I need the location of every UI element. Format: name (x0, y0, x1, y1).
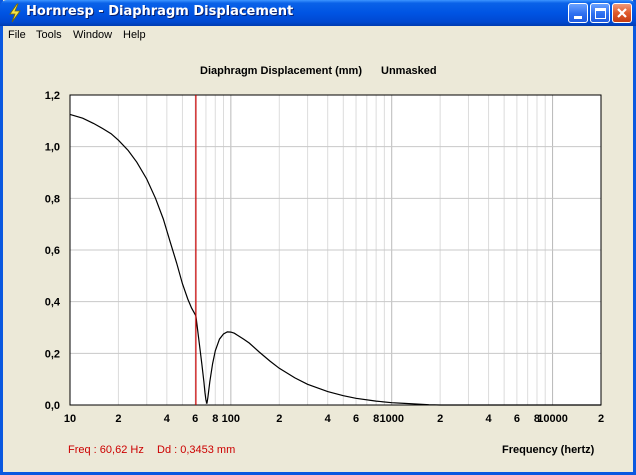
x-tick-label: 6 (514, 413, 520, 425)
x-tick-label: 10 (64, 413, 76, 425)
x-tick-label: 8 (212, 413, 218, 425)
y-tick-label: 0,4 (45, 297, 61, 309)
displacement-readout: Dd : 0,3453 mm (157, 444, 236, 456)
maximize-icon (595, 8, 606, 19)
window-title: Hornresp - Diaphragm Displacement (26, 4, 294, 19)
plot-subtitle: Unmasked (381, 65, 437, 77)
y-tick-label: 0,0 (45, 400, 60, 412)
plot-title: Diaphragm Displacement (mm) (200, 65, 362, 77)
minimize-button[interactable] (568, 3, 588, 23)
y-tick-label: 1,0 (45, 142, 60, 154)
x-tick-label: 4 (164, 413, 171, 425)
menu-tools[interactable]: Tools (36, 29, 62, 41)
x-tick-label: 2 (598, 413, 604, 425)
x-tick-label: 2 (115, 413, 121, 425)
minimize-icon (574, 16, 582, 19)
x-tick-label: 4 (486, 413, 493, 425)
menu-file[interactable]: File (8, 29, 26, 41)
x-tick-label: 10000 (537, 413, 568, 425)
menu-bar: File Tools Window Help (3, 26, 633, 45)
y-tick-label: 0,6 (45, 245, 60, 257)
x-tick-label: 100 (222, 413, 240, 425)
close-button[interactable] (612, 3, 632, 23)
y-tick-label: 0,8 (45, 193, 60, 205)
x-tick-label: 8 (534, 413, 540, 425)
y-tick-label: 1,2 (45, 90, 60, 102)
x-tick-label: 2 (437, 413, 443, 425)
x-tick-label: 6 (192, 413, 198, 425)
x-tick-label: 1000 (379, 413, 403, 425)
lightning-icon (9, 3, 21, 23)
displacement-series-line (69, 113, 601, 406)
maximize-button[interactable] (590, 3, 610, 23)
x-tick-label: 2 (276, 413, 282, 425)
menu-window[interactable]: Window (73, 29, 113, 41)
menu-help[interactable]: Help (123, 29, 146, 41)
y-tick-label: 0,2 (45, 348, 60, 360)
title-bar[interactable]: Hornresp - Diaphragm Displacement (0, 0, 636, 26)
x-tick-label: 4 (325, 413, 332, 425)
frequency-readout: Freq : 60,62 Hz (68, 444, 144, 456)
x-axis-title: Frequency (hertz) (502, 444, 595, 456)
x-tick-label: 6 (353, 413, 359, 425)
close-icon (617, 8, 627, 18)
x-tick-label: 8 (373, 413, 379, 425)
plot-frame (69, 94, 602, 406)
